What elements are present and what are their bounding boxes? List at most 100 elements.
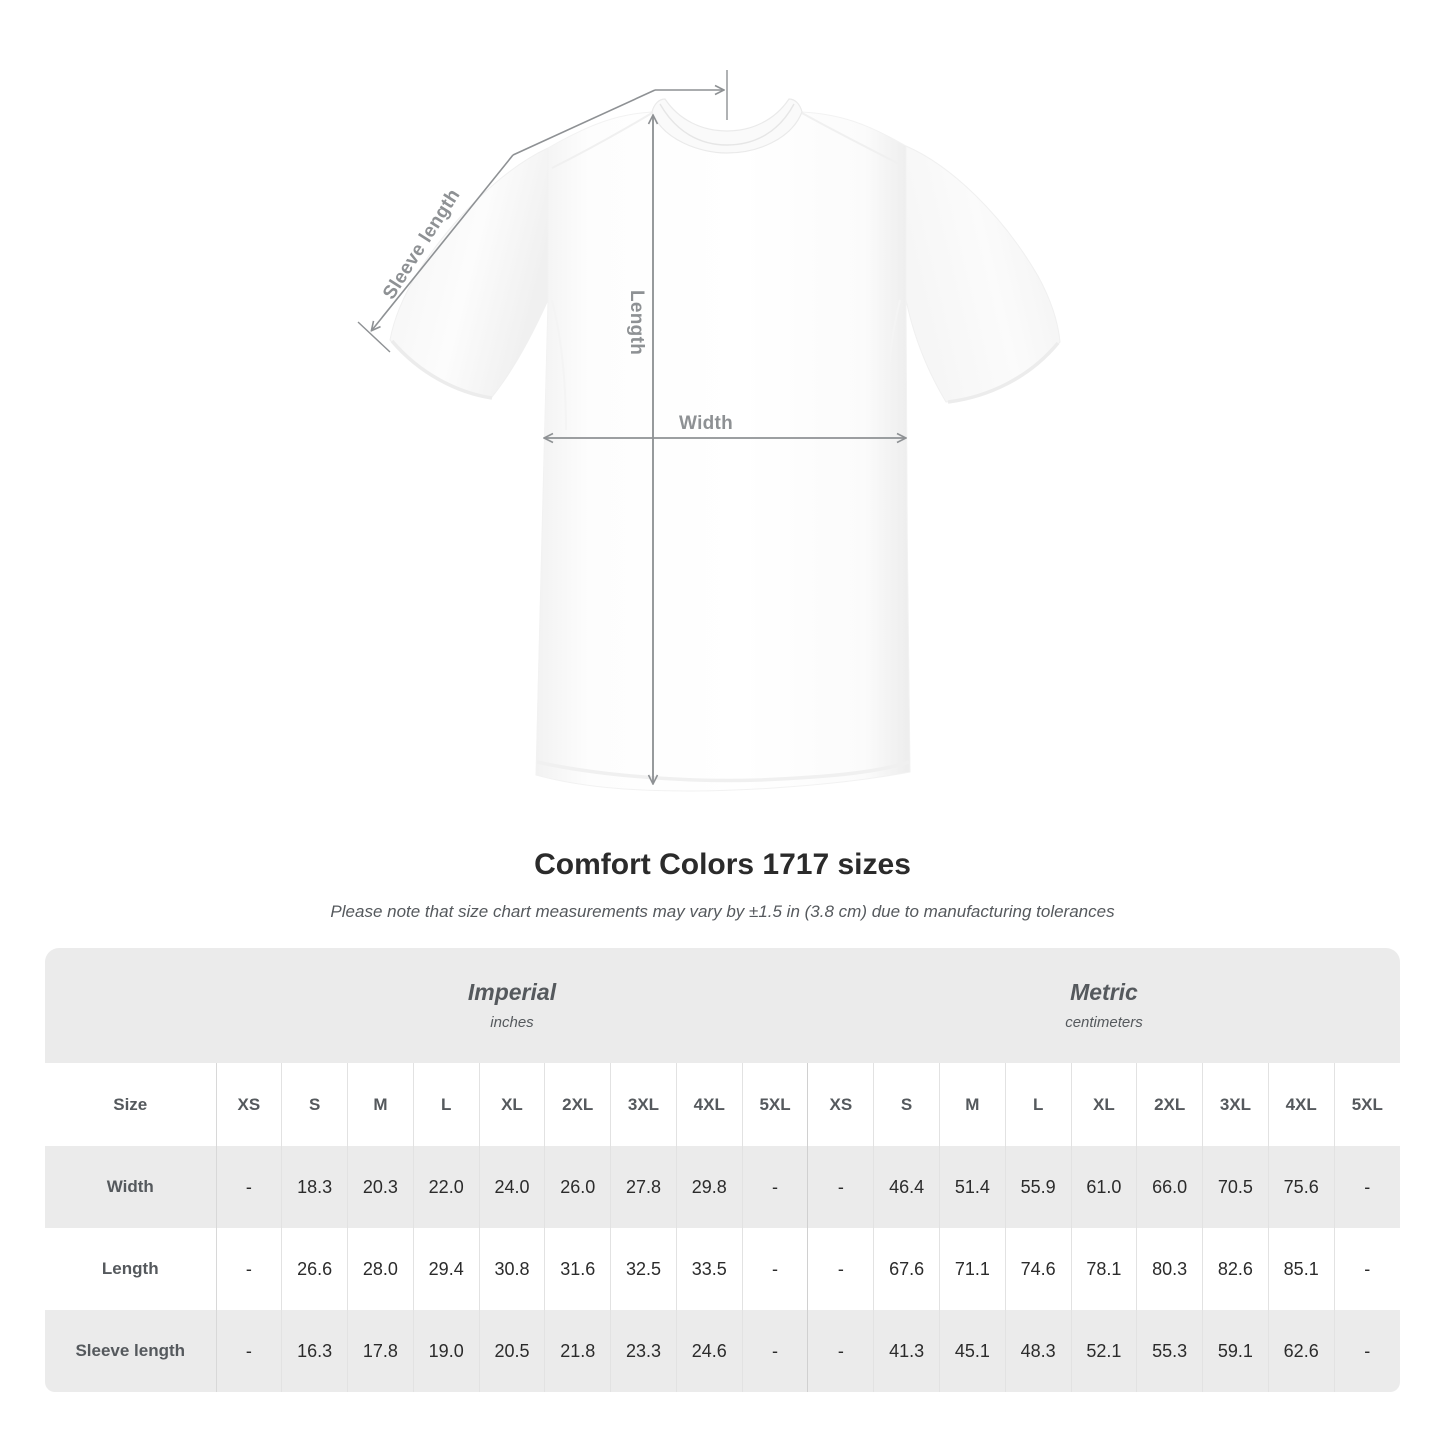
cell-length-imperial-5xl: - bbox=[742, 1228, 809, 1310]
tolerance-note: Please note that size chart measurements… bbox=[330, 902, 1115, 921]
size-header-4xl-imperial: 4XL bbox=[676, 1063, 743, 1146]
cell-width-metric-5xl: - bbox=[1334, 1146, 1400, 1228]
title-block: Comfort Colors 1717 sizes Please note th… bbox=[0, 845, 1445, 923]
cell-sleeve-length-imperial-3xl: 23.3 bbox=[610, 1310, 677, 1392]
row-label-width: Width bbox=[45, 1146, 217, 1228]
cell-length-imperial-3xl: 32.5 bbox=[610, 1228, 677, 1310]
size-header-xs-metric: XS bbox=[807, 1063, 875, 1146]
cell-length-imperial-4xl: 33.5 bbox=[676, 1228, 743, 1310]
cell-sleeve-length-metric-2xl: 55.3 bbox=[1136, 1310, 1204, 1392]
measurement-annotations bbox=[357, 70, 905, 783]
cell-length-imperial-2xl: 31.6 bbox=[544, 1228, 612, 1310]
cell-sleeve-length-metric-s: 41.3 bbox=[873, 1310, 940, 1392]
shirt-body bbox=[535, 111, 911, 792]
size-header-2xl-metric: 2XL bbox=[1136, 1063, 1204, 1146]
size-header-l-metric: L bbox=[1005, 1063, 1072, 1146]
size-column-header: Size bbox=[45, 1063, 217, 1146]
size-header-3xl-metric: 3XL bbox=[1202, 1063, 1269, 1146]
cell-length-metric-xs: - bbox=[807, 1228, 875, 1310]
cell-sleeve-length-metric-xl: 52.1 bbox=[1071, 1310, 1138, 1392]
cell-sleeve-length-metric-l: 48.3 bbox=[1005, 1310, 1072, 1392]
cell-width-imperial-xs: - bbox=[216, 1146, 283, 1228]
cell-width-imperial-l: 22.0 bbox=[413, 1146, 480, 1228]
size-header-4xl-metric: 4XL bbox=[1268, 1063, 1335, 1146]
cell-length-imperial-xl: 30.8 bbox=[479, 1228, 546, 1310]
cell-width-imperial-m: 20.3 bbox=[347, 1146, 414, 1228]
cell-width-imperial-3xl: 27.8 bbox=[610, 1146, 677, 1228]
left-shoulder-seam bbox=[551, 112, 653, 169]
cell-width-imperial-2xl: 26.0 bbox=[544, 1146, 612, 1228]
tshirt-illustration bbox=[357, 70, 1061, 792]
cell-sleeve-length-imperial-xl: 20.5 bbox=[479, 1310, 546, 1392]
cell-width-imperial-s: 18.3 bbox=[281, 1146, 349, 1228]
cell-sleeve-length-imperial-m: 17.8 bbox=[347, 1310, 414, 1392]
unit-system-unit: inches bbox=[490, 1013, 534, 1031]
size-header-s-imperial: S bbox=[281, 1063, 349, 1146]
length-dimension-label: Length bbox=[626, 290, 647, 356]
cell-length-metric-s: 67.6 bbox=[873, 1228, 940, 1310]
table-row: Width -18.3 20.3 22.0 24.0 26.0 27.8 29.8- -46.4… bbox=[45, 1146, 1400, 1228]
shirt-shape bbox=[389, 98, 1061, 792]
size-header-m-imperial: M bbox=[347, 1063, 414, 1146]
cell-width-imperial-4xl: 29.8 bbox=[676, 1146, 743, 1228]
bottom-hem bbox=[536, 760, 910, 783]
table-row: Sleeve length -16.3 17.8 19.0 20.5 21.8 23.3 24… bbox=[45, 1310, 1400, 1392]
size-header-s-metric: S bbox=[873, 1063, 940, 1146]
cell-sleeve-length-imperial-4xl: 24.6 bbox=[676, 1310, 743, 1392]
cell-width-imperial-5xl: - bbox=[742, 1146, 809, 1228]
tshirt-diagram: Width Length Sleeve length bbox=[357, 70, 1061, 792]
cell-width-imperial-xl: 24.0 bbox=[479, 1146, 546, 1228]
cell-width-metric-4xl: 75.6 bbox=[1268, 1146, 1335, 1228]
size-header-5xl-imperial: 5XL bbox=[742, 1063, 809, 1146]
cell-width-metric-2xl: 66.0 bbox=[1136, 1146, 1204, 1228]
cell-width-metric-xl: 61.0 bbox=[1071, 1146, 1138, 1228]
row-label-sleeve-length: Sleeve length bbox=[45, 1310, 217, 1392]
cell-width-metric-3xl: 70.5 bbox=[1202, 1146, 1269, 1228]
size-header-row: Size XS S M L XL 2XL 3XL 4XL 5XL XS S M L XL 2XL 3XL 4XL 5… bbox=[45, 1063, 1400, 1146]
size-header-l-imperial: L bbox=[413, 1063, 480, 1146]
cell-length-metric-2xl: 80.3 bbox=[1136, 1228, 1204, 1310]
collar-seam bbox=[659, 103, 795, 146]
size-header-m-metric: M bbox=[939, 1063, 1006, 1146]
size-header-2xl-imperial: 2XL bbox=[544, 1063, 612, 1146]
cell-sleeve-length-metric-xs: - bbox=[807, 1310, 875, 1392]
size-chart-table: Imperial inches Metric centimeters Size XS S M L… bbox=[45, 948, 1400, 1392]
cell-width-metric-l: 55.9 bbox=[1005, 1146, 1072, 1228]
right-sleeve bbox=[905, 145, 1061, 403]
cell-sleeve-length-imperial-s: 16.3 bbox=[281, 1310, 349, 1392]
cell-length-metric-3xl: 82.6 bbox=[1202, 1228, 1269, 1310]
left-sleeve-hem bbox=[390, 339, 493, 400]
cell-width-metric-m: 51.4 bbox=[939, 1146, 1006, 1228]
size-header-xl-metric: XL bbox=[1071, 1063, 1138, 1146]
size-header-xl-imperial: XL bbox=[479, 1063, 546, 1146]
cell-sleeve-length-imperial-2xl: 21.8 bbox=[544, 1310, 612, 1392]
unit-system-imperial: Imperial inches bbox=[216, 948, 808, 1063]
cell-length-imperial-xs: - bbox=[216, 1228, 283, 1310]
row-label-length: Length bbox=[45, 1228, 217, 1310]
unit-system-banner-row: Imperial inches Metric centimeters bbox=[45, 948, 1400, 1063]
page-title: Comfort Colors 1717 sizes bbox=[534, 848, 911, 881]
cell-sleeve-length-imperial-xs: - bbox=[216, 1310, 283, 1392]
unit-banner-spacer bbox=[45, 948, 217, 1063]
left-armhole-fold bbox=[551, 299, 567, 431]
unit-system-metric: Metric centimeters bbox=[807, 948, 1400, 1063]
cell-sleeve-length-metric-5xl: - bbox=[1334, 1310, 1400, 1392]
unit-system-unit: centimeters bbox=[1065, 1013, 1143, 1031]
size-header-5xl-metric: 5XL bbox=[1334, 1063, 1400, 1146]
cell-sleeve-length-imperial-5xl: - bbox=[742, 1310, 809, 1392]
size-header-xs-imperial: XS bbox=[216, 1063, 283, 1146]
cell-sleeve-length-metric-4xl: 62.6 bbox=[1268, 1310, 1335, 1392]
cell-length-imperial-l: 29.4 bbox=[413, 1228, 480, 1310]
cell-sleeve-length-metric-m: 45.1 bbox=[939, 1310, 1006, 1392]
right-sleeve-hem bbox=[947, 341, 1060, 404]
cell-length-metric-4xl: 85.1 bbox=[1268, 1228, 1335, 1310]
width-dimension-label: Width bbox=[679, 413, 734, 434]
sleeve-length-dimension bbox=[357, 70, 728, 353]
right-armhole-fold bbox=[885, 299, 901, 431]
cell-sleeve-length-metric-3xl: 59.1 bbox=[1202, 1310, 1269, 1392]
cell-length-metric-xl: 78.1 bbox=[1071, 1228, 1138, 1310]
unit-system-name: Imperial bbox=[467, 978, 557, 1005]
cell-sleeve-length-imperial-l: 19.0 bbox=[413, 1310, 480, 1392]
size-chart-table-wrapper: Imperial inches Metric centimeters Size XS S M L… bbox=[45, 948, 1400, 1392]
cell-length-metric-5xl: - bbox=[1334, 1228, 1400, 1310]
